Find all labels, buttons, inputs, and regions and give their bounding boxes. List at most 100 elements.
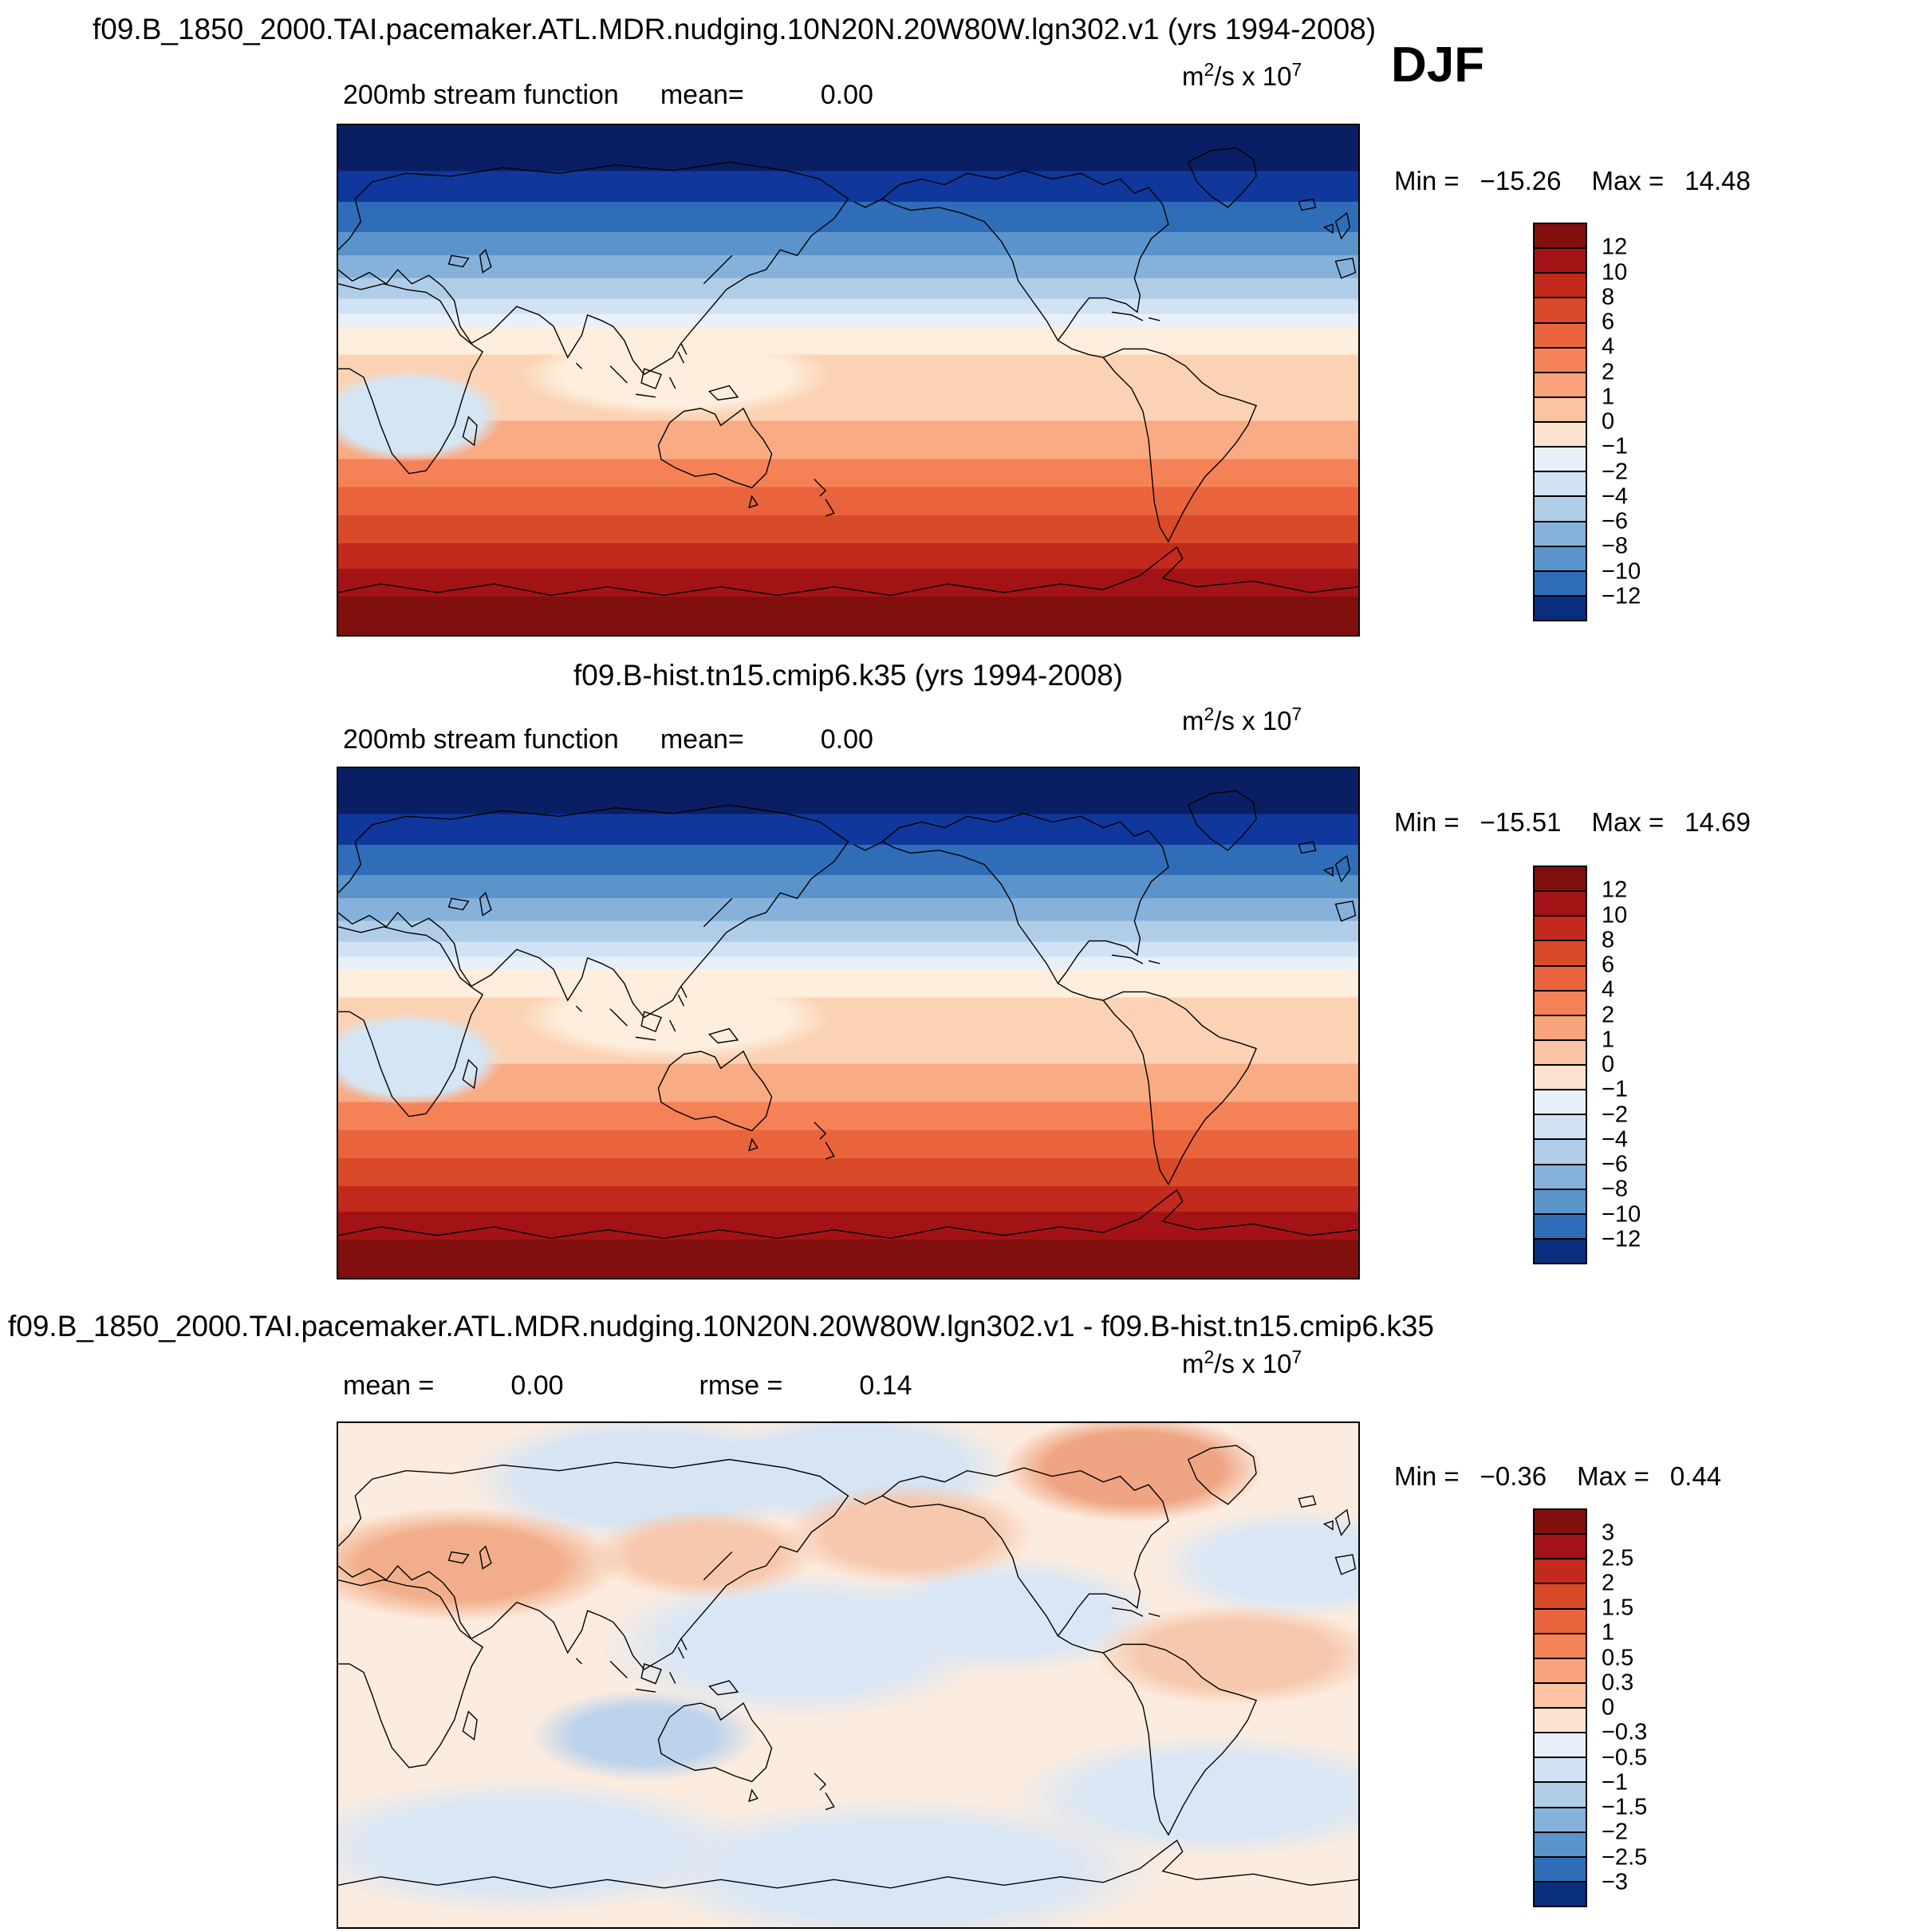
unit-base: m — [1182, 1349, 1204, 1378]
unit-exponent2: 7 — [1291, 59, 1302, 80]
colorbar-cells — [1533, 223, 1587, 621]
colorbar-cell — [1535, 274, 1586, 299]
colorbar-cell — [1535, 546, 1586, 572]
panel2-units: m2/s x 107 — [1182, 704, 1302, 736]
unit-exponent2: 7 — [1291, 1346, 1302, 1367]
colorbar-cell — [1535, 1658, 1586, 1684]
colorbar-tick-label: 0 — [1602, 1051, 1615, 1078]
colorbar-tick-label: −1 — [1602, 1769, 1629, 1796]
colorbar-cell — [1535, 941, 1586, 967]
panel3-mean-value: 0.00 — [510, 1370, 564, 1401]
panel1-minmax: Min = −15.26 Max = 14.48 — [1394, 166, 1751, 196]
panel2-max-value: 14.69 — [1684, 807, 1751, 837]
colorbar-cell — [1535, 1559, 1586, 1585]
colorbar-tick-label: 0 — [1602, 408, 1615, 435]
colorbar-tick-label: 6 — [1602, 309, 1615, 335]
colorbar-tick-label: 2 — [1602, 359, 1615, 384]
colorbar-cell — [1535, 1015, 1586, 1041]
map-panel3-difference — [337, 1421, 1360, 1929]
colorbar-cell — [1535, 1140, 1586, 1165]
colorbar-tick-label: 6 — [1602, 952, 1615, 978]
map-panel1 — [337, 124, 1360, 637]
colorbar-tick-label: 1 — [1602, 1027, 1615, 1053]
colorbar-cell — [1535, 348, 1586, 373]
colorbar-cell — [1535, 917, 1586, 942]
panel1-title: f09.B_1850_2000.TAI.pacemaker.ATL.MDR.nu… — [93, 13, 1377, 45]
colorbar-tick-label: 2 — [1602, 1570, 1615, 1596]
panel3-units: m2/s x 107 — [1182, 1346, 1302, 1379]
colorbar-cell — [1535, 1832, 1586, 1858]
colorbar-cell — [1535, 373, 1586, 398]
colorbar-tick-label: 10 — [1602, 259, 1628, 285]
colorbar-cell — [1535, 1090, 1586, 1116]
panel3-rmse-value: 0.14 — [859, 1370, 912, 1401]
colorbar-cell — [1535, 1609, 1586, 1634]
colorbar-panel3: 3 2.5 2 1.5 1 0.5 0.3 0 −0.3 −0.5 −1 −1.5 −2 −2.5 −3 — [1533, 1508, 1700, 1907]
colorbar-cell — [1535, 1634, 1586, 1659]
panel2-subtitle: 200mb stream function mean= 0.00 — [343, 724, 873, 755]
colorbar-cell — [1535, 397, 1586, 423]
colorbar-tick-label: −2 — [1602, 459, 1629, 484]
panel1-units: m2/s x 107 — [1182, 59, 1302, 92]
colorbar-tick-label: 8 — [1602, 284, 1615, 310]
colorbar-tick-label: −4 — [1602, 483, 1629, 510]
colorbar-cell — [1535, 224, 1586, 250]
colorbar-tick-label: −8 — [1602, 1176, 1629, 1202]
colorbar-cell — [1535, 966, 1586, 992]
panel2-min-value: −15.51 — [1480, 807, 1562, 837]
unit-exponent: 2 — [1204, 1346, 1215, 1367]
unit-exponent: 2 — [1204, 59, 1215, 80]
panel2-mean-value: 0.00 — [820, 724, 873, 755]
colorbar-panel2: 12 10 8 6 4 2 1 0 −1 −2 −4 −6 −8 −10 −12 — [1533, 865, 1700, 1264]
colorbar-cell — [1535, 991, 1586, 1016]
season-label: DJF — [1391, 37, 1485, 93]
colorbar-cell — [1535, 1239, 1586, 1263]
unit-base: m — [1182, 61, 1204, 91]
panel1-mean-value: 0.00 — [820, 80, 873, 110]
panel1-mean-label: mean= — [660, 80, 744, 110]
colorbar-cell — [1535, 1733, 1586, 1759]
colorbar-tick-label: 3 — [1602, 1520, 1615, 1546]
panel3-mean-label: mean = — [343, 1370, 435, 1401]
colorbar-tick-label: 0 — [1602, 1694, 1615, 1721]
panel2-field-label: 200mb stream function — [343, 724, 619, 755]
colorbar-tick-label: 1.5 — [1602, 1595, 1634, 1621]
colorbar-cell — [1535, 1189, 1586, 1215]
panel2-mean-label: mean= — [660, 724, 744, 755]
colorbar-tick-label: 4 — [1602, 333, 1615, 360]
colorbar-cell — [1535, 1040, 1586, 1066]
panel1-subtitle: 200mb stream function mean= 0.00 — [343, 80, 873, 111]
colorbar-tick-label: −6 — [1602, 1151, 1629, 1177]
colorbar-tick-labels: 12 10 8 6 4 2 1 0 −1 −2 −4 −6 −8 −10 −12 — [1587, 223, 1699, 621]
colorbar-cell — [1535, 448, 1586, 473]
colorbar-tick-label: −12 — [1602, 583, 1641, 609]
colorbar-panel1: 12 10 8 6 4 2 1 0 −1 −2 −4 −6 −8 −10 −12 — [1533, 223, 1700, 621]
colorbar-cell — [1535, 1783, 1586, 1808]
colorbar-tick-label: −10 — [1602, 1201, 1641, 1227]
world-coastline — [338, 768, 1358, 1278]
colorbar-cell — [1535, 1882, 1586, 1906]
colorbar-cell — [1535, 867, 1586, 893]
unit-exponent: 2 — [1204, 704, 1215, 724]
panel2-minmax: Min = −15.51 Max = 14.69 — [1394, 807, 1751, 838]
colorbar-tick-label: −3 — [1602, 1869, 1629, 1895]
panel3-max-label: Max = — [1577, 1461, 1649, 1491]
colorbar-tick-label: −8 — [1602, 533, 1629, 559]
colorbar-cell — [1535, 472, 1586, 498]
colorbar-cell — [1535, 423, 1586, 448]
colorbar-cell — [1535, 1165, 1586, 1190]
colorbar-cell — [1535, 1808, 1586, 1833]
colorbar-cell — [1535, 596, 1586, 620]
colorbar-tick-label: −12 — [1602, 1226, 1641, 1252]
panel2-title: f09.B-hist.tn15.cmip6.k35 (yrs 1994-2008… — [573, 659, 1123, 692]
colorbar-tick-label: −4 — [1602, 1126, 1629, 1153]
colorbar-tick-label: −2 — [1602, 1102, 1629, 1127]
colorbar-tick-label: −10 — [1602, 558, 1641, 584]
colorbar-tick-label: 1 — [1602, 1619, 1615, 1646]
colorbar-cell — [1535, 1214, 1586, 1240]
colorbar-tick-label: 8 — [1602, 927, 1615, 953]
colorbar-tick-label: −1.5 — [1602, 1794, 1648, 1820]
colorbar-cell — [1535, 1857, 1586, 1883]
colorbar-tick-label: −0.5 — [1602, 1745, 1648, 1770]
